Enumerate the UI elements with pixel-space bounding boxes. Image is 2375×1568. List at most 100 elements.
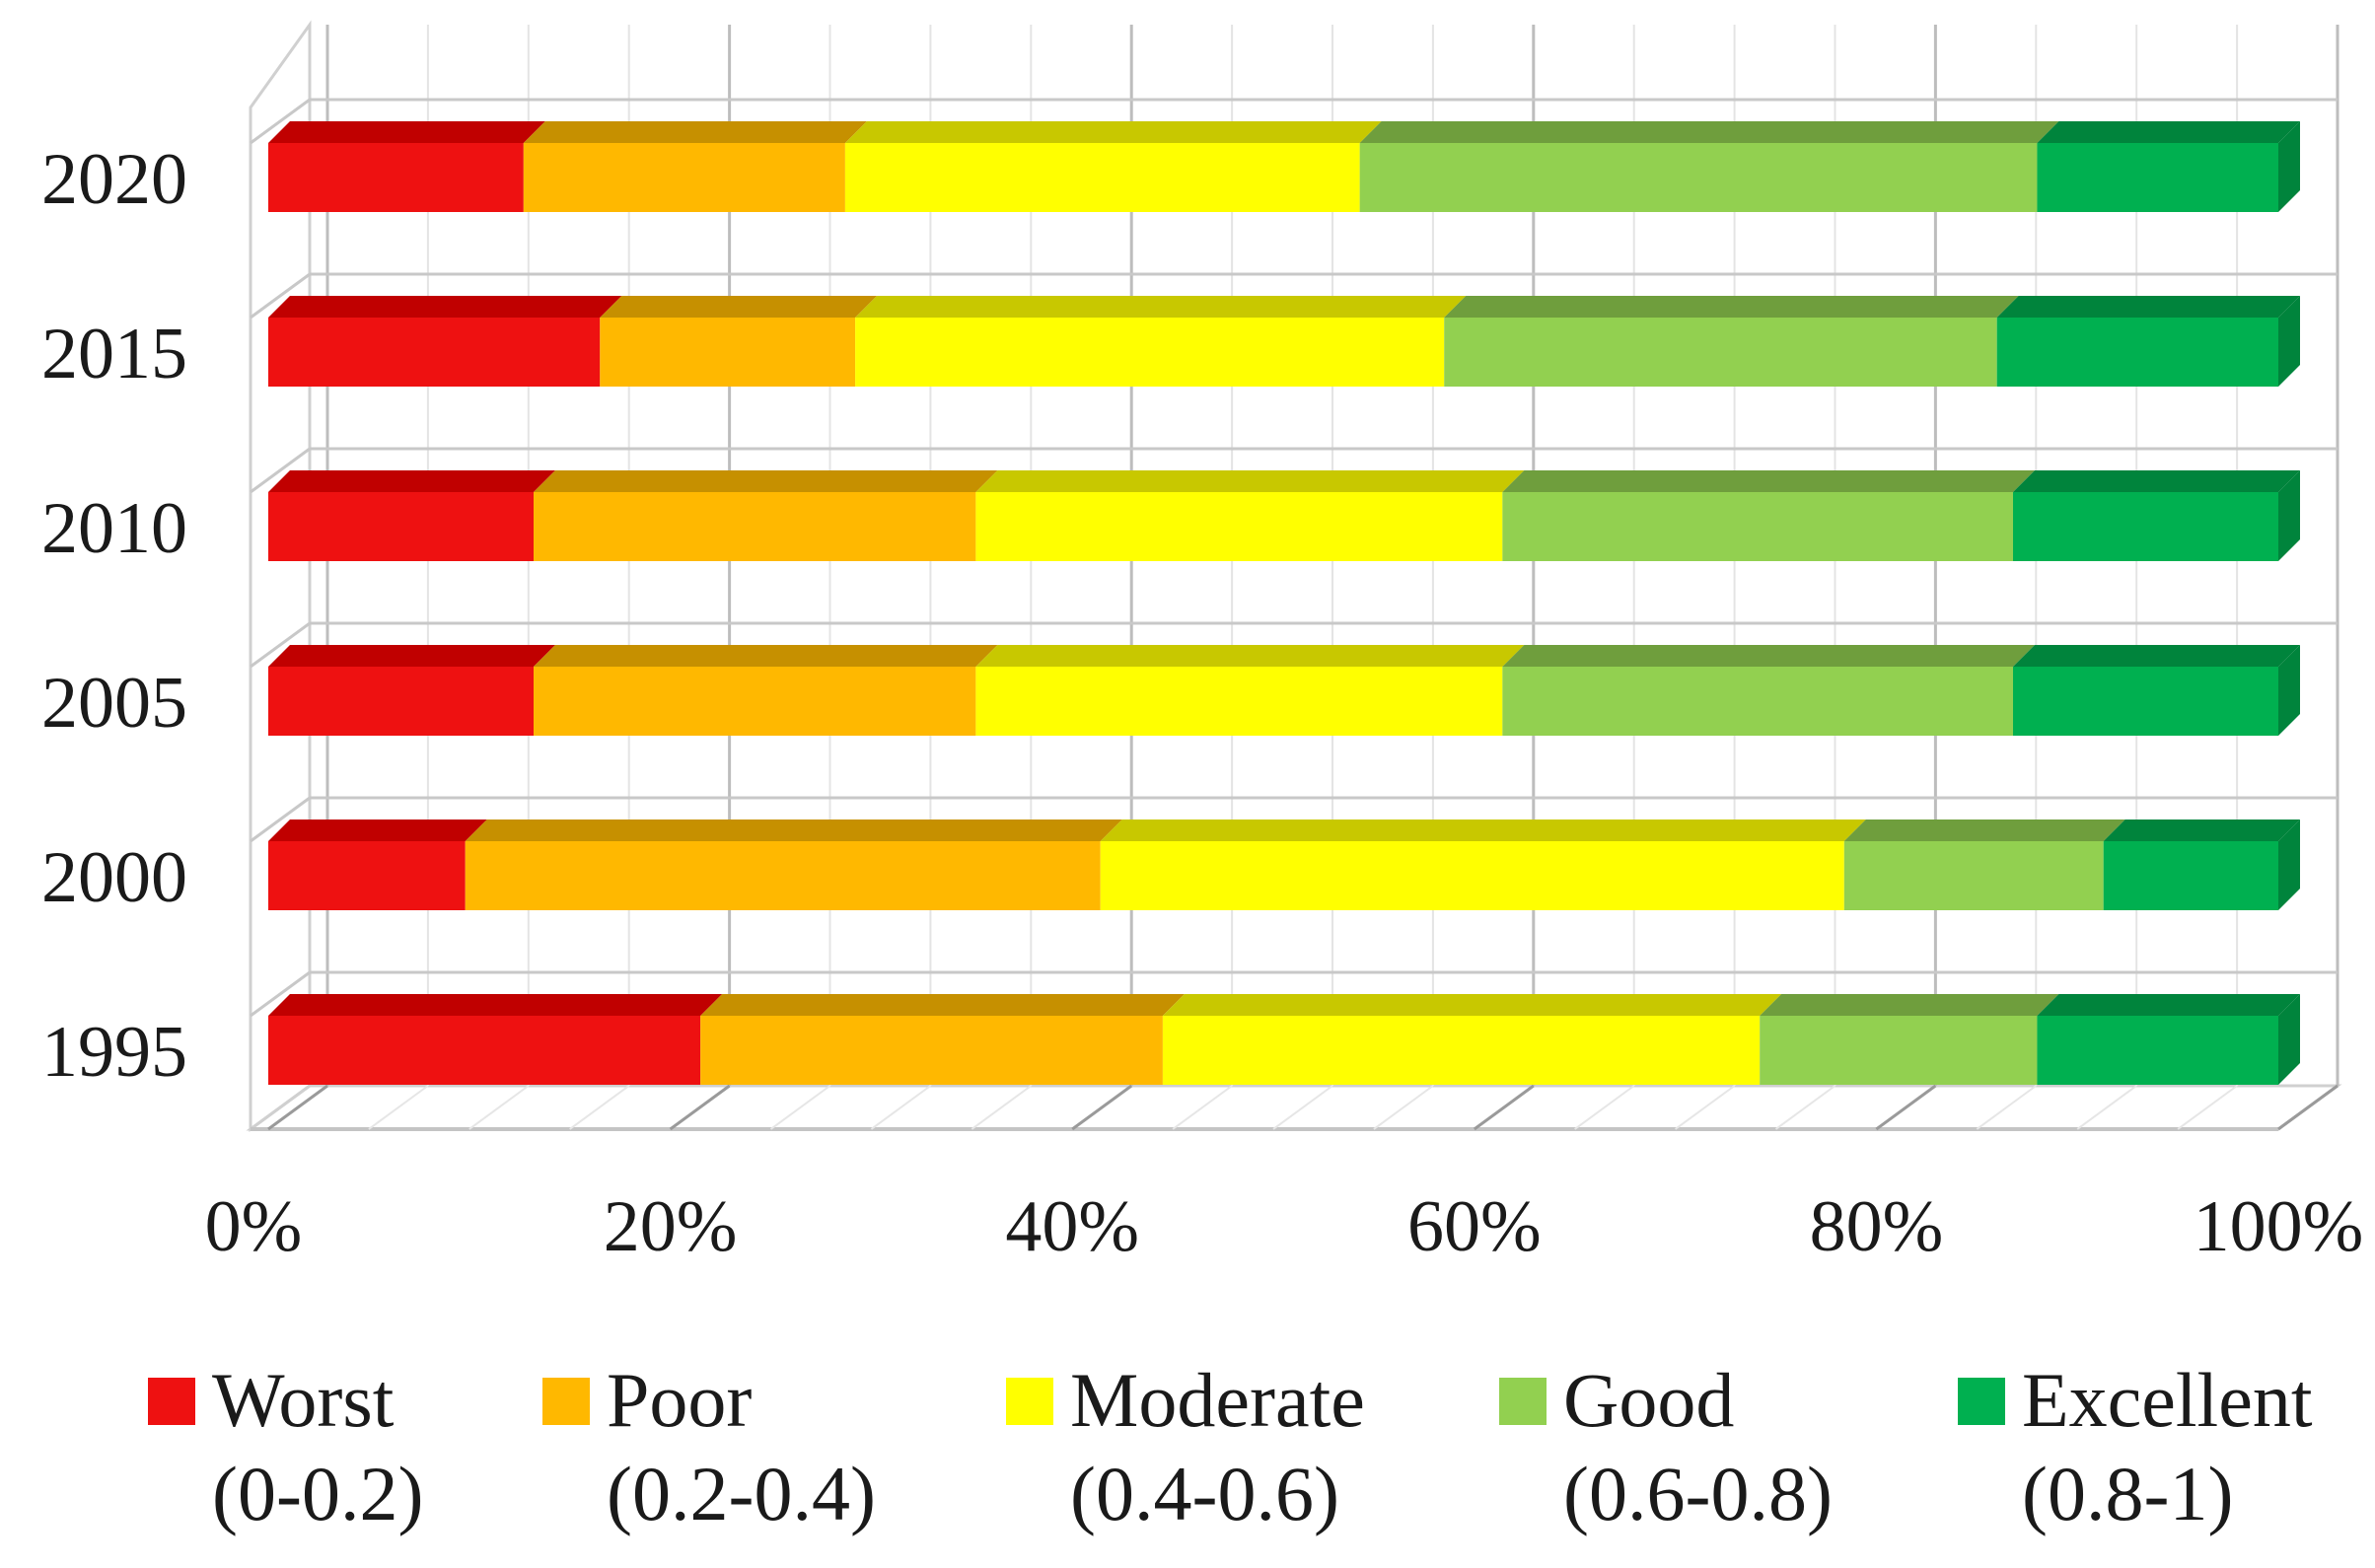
bar-top-poor-2010 [534, 470, 998, 492]
bar-end-2010 [2278, 470, 2300, 561]
x-axis-labels: 0% 20% 40% 60% 80% 100% [205, 1186, 2364, 1267]
floor-gridline-minor [468, 1085, 530, 1130]
legend-swatch [1958, 1378, 2005, 1425]
legend-range: (0.4-0.6) [1070, 1451, 1339, 1536]
bar-top-good-2020 [1359, 121, 2059, 143]
floor-gridline-minor [1172, 1085, 1233, 1130]
bar-top-good-2010 [1502, 470, 2035, 492]
row-separator-diag [250, 98, 311, 145]
bar-excellent-2000 [2103, 841, 2278, 910]
floor [246, 1084, 2342, 1131]
bar-worst-2020 [268, 143, 524, 212]
legend: Worst (0-0.2) Poor (0.2-0.4) Moderate (0.4-0.… [148, 1351, 2367, 1548]
floor-gridline-minor [1976, 1085, 2037, 1130]
bar-top-excellent-2010 [2012, 470, 2300, 492]
bar-top-worst-1995 [268, 994, 723, 1016]
y-axis-labels: 2020 2015 2010 2005 2000 1995 [41, 139, 187, 1093]
floor-gridline-minor [2076, 1085, 2137, 1130]
bar-end-2005 [2278, 645, 2300, 736]
bar-top-moderate-1995 [1162, 994, 1782, 1016]
bar-end-2015 [2278, 296, 2300, 387]
row-separator-diag [250, 621, 311, 669]
bar-worst-2010 [268, 492, 535, 561]
bar-top-poor-1995 [700, 994, 1185, 1016]
bar-poor-2020 [523, 143, 845, 212]
legend-swatch [148, 1378, 195, 1425]
floor-gridline-minor [1675, 1085, 1736, 1130]
bar-top-good-1995 [1760, 994, 2059, 1016]
x-tick-label-3: 60% [1407, 1186, 1542, 1267]
floor-gridline-minor [1272, 1085, 1333, 1130]
floor-gridline-major [1473, 1084, 1535, 1131]
legend-range: (0.8-1) [2022, 1451, 2234, 1536]
x-tick-label-2: 40% [1005, 1186, 1139, 1267]
floor-gridline-minor [769, 1085, 831, 1130]
x-tick-label-5: 100% [2194, 1186, 2364, 1267]
legend-swatch [542, 1378, 590, 1425]
y-tick-label-2000: 2000 [41, 837, 187, 918]
floor-gridline-minor [870, 1085, 931, 1130]
legend-label: Good [1563, 1357, 1735, 1443]
bar-end-2000 [2278, 820, 2300, 910]
bar-excellent-2005 [2012, 667, 2278, 736]
legend-range: (0.6-0.8) [1563, 1451, 1833, 1536]
bar-good-1995 [1760, 1016, 2038, 1085]
bar-poor-1995 [700, 1016, 1163, 1085]
y-tick-label-2020: 2020 [41, 139, 187, 220]
legend-swatch [1499, 1378, 1547, 1425]
floor-gridline-minor [1774, 1085, 1836, 1130]
bar-poor-2010 [534, 492, 976, 561]
bar-excellent-2010 [2012, 492, 2278, 561]
bar-top-poor-2015 [600, 296, 878, 318]
floor-gridline-minor [2177, 1085, 2238, 1130]
bar-poor-2005 [534, 667, 976, 736]
bar-top-excellent-1995 [2037, 994, 2300, 1016]
row-separator-diag [250, 447, 311, 494]
bar-excellent-1995 [2037, 1016, 2278, 1085]
bar-good-2020 [1359, 143, 2038, 212]
bar-top-excellent-2015 [1996, 296, 2300, 318]
floor-gridline-minor [1373, 1085, 1434, 1130]
x-tick-label-4: 80% [1810, 1186, 1944, 1267]
bar-poor-2000 [465, 841, 1101, 910]
x-tick-label-1: 20% [604, 1186, 738, 1267]
bar-top-good-2015 [1444, 296, 2019, 318]
bars [268, 121, 2300, 1085]
y-tick-label-2015: 2015 [41, 314, 187, 394]
bar-excellent-2020 [2037, 143, 2278, 212]
bar-top-poor-2005 [534, 645, 998, 667]
bar-top-worst-2005 [268, 645, 556, 667]
floor-gridline-minor [368, 1085, 429, 1130]
legend-label: Moderate [1070, 1357, 1365, 1443]
bar-end-2020 [2278, 121, 2300, 212]
bar-moderate-2005 [975, 667, 1503, 736]
legend-label: Excellent [2022, 1357, 2313, 1443]
bar-top-moderate-2015 [855, 296, 1467, 318]
bar-top-excellent-2005 [2012, 645, 2300, 667]
row-separator-diag [250, 970, 311, 1018]
x-tick-label-0: 0% [205, 1186, 303, 1267]
bar-excellent-2015 [1996, 318, 2278, 387]
bar-top-worst-2020 [268, 121, 545, 143]
y-tick-label-2005: 2005 [41, 663, 187, 744]
y-tick-label-1995: 1995 [41, 1012, 187, 1093]
bar-top-poor-2020 [523, 121, 867, 143]
bar-poor-2015 [600, 318, 856, 387]
bar-top-good-2000 [1843, 820, 2125, 841]
bar-top-worst-2000 [268, 820, 487, 841]
legend-label: Poor [607, 1357, 753, 1443]
legend-range: (0.2-0.4) [607, 1451, 876, 1536]
bar-top-moderate-2000 [1100, 820, 1866, 841]
bar-top-moderate-2010 [975, 470, 1525, 492]
bar-top-moderate-2020 [844, 121, 1382, 143]
legend-range: (0-0.2) [212, 1451, 424, 1536]
bar-worst-2000 [268, 841, 466, 910]
legend-swatch [1006, 1378, 1053, 1425]
bar-end-1995 [2278, 994, 2300, 1085]
row-separator-diag [250, 796, 311, 843]
bar-good-2005 [1502, 667, 2013, 736]
legend-label: Worst [212, 1357, 395, 1443]
floor-gridline-minor [971, 1085, 1032, 1130]
bar-top-worst-2010 [268, 470, 556, 492]
